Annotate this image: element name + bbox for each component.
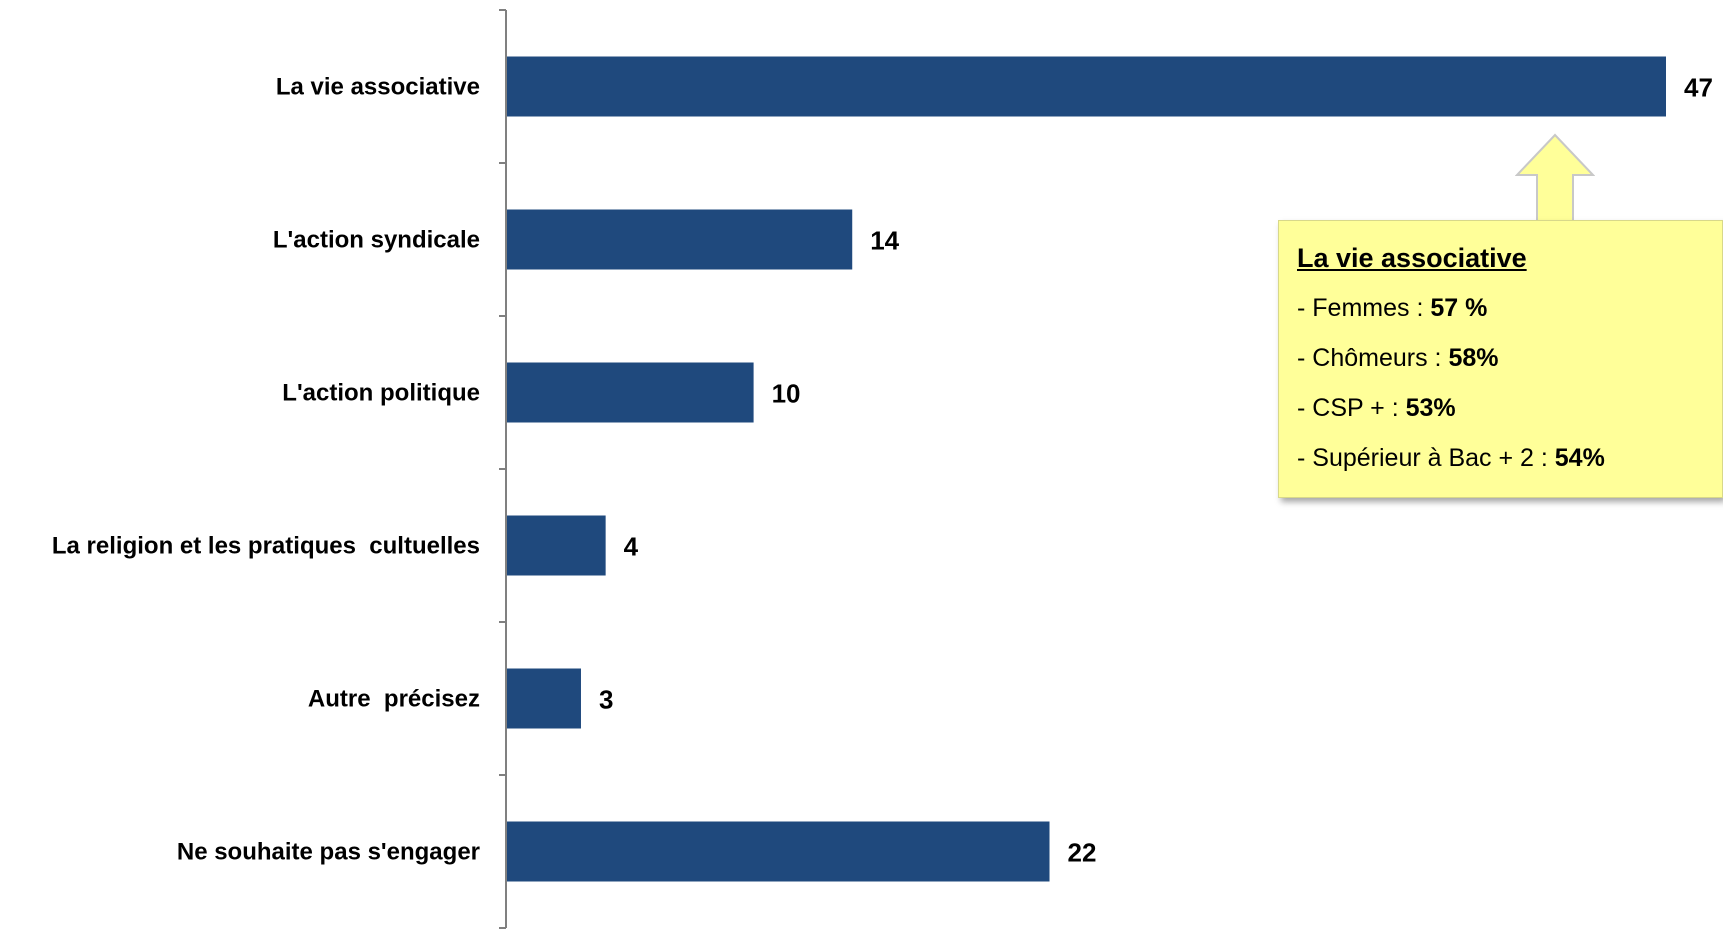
value-label: 47 <box>1684 73 1713 103</box>
bar <box>507 56 1666 117</box>
callout-line-label: - Supérieur à Bac + 2 : <box>1297 444 1555 472</box>
category-axis <box>499 9 507 929</box>
callout-line: - Supérieur à Bac + 2 : 54% <box>1297 444 1722 473</box>
callout-line-label: - Femmes : <box>1297 294 1431 322</box>
callout-line-label: - CSP + : <box>1297 394 1406 422</box>
callout-line: - Femmes : 57 % <box>1297 294 1722 323</box>
bar <box>507 362 754 423</box>
callout-line-label: - Chômeurs : <box>1297 344 1449 372</box>
value-labels: 47 14 10 4 3 22 <box>599 73 1713 868</box>
category-label: La religion et les pratiques cultuelles <box>52 533 480 560</box>
callout-title: La vie associative <box>1297 243 1527 273</box>
callout-line-value: 58% <box>1448 344 1499 372</box>
value-label: 4 <box>624 532 639 562</box>
value-label: 10 <box>772 379 801 409</box>
category-labels: La vie associative L'action syndicale L'ac… <box>52 74 480 866</box>
category-label: Autre précisez <box>308 686 480 713</box>
value-label: 14 <box>870 226 899 256</box>
value-label: 22 <box>1068 838 1097 868</box>
bars <box>507 56 1666 882</box>
callout-line-value: 53% <box>1405 394 1456 422</box>
callout-line-value: 54% <box>1554 444 1605 472</box>
up-arrow-icon <box>1515 133 1595 232</box>
value-label: 3 <box>599 685 613 715</box>
callout-line-value: 57 % <box>1430 294 1488 322</box>
category-label: L'action politique <box>282 380 480 407</box>
category-label: L'action syndicale <box>273 227 480 254</box>
category-label: La vie associative <box>276 74 480 101</box>
bar <box>507 209 853 270</box>
bar <box>507 668 581 729</box>
category-label: Ne souhaite pas s'engager <box>177 839 480 866</box>
bar <box>507 821 1050 882</box>
callout-line: - Chômeurs : 58% <box>1297 344 1722 373</box>
callout-line: - CSP + : 53% <box>1297 394 1722 423</box>
callout-box: La vie associative - Femmes : 57 % - Chô… <box>1278 220 1723 498</box>
bar <box>507 515 606 576</box>
